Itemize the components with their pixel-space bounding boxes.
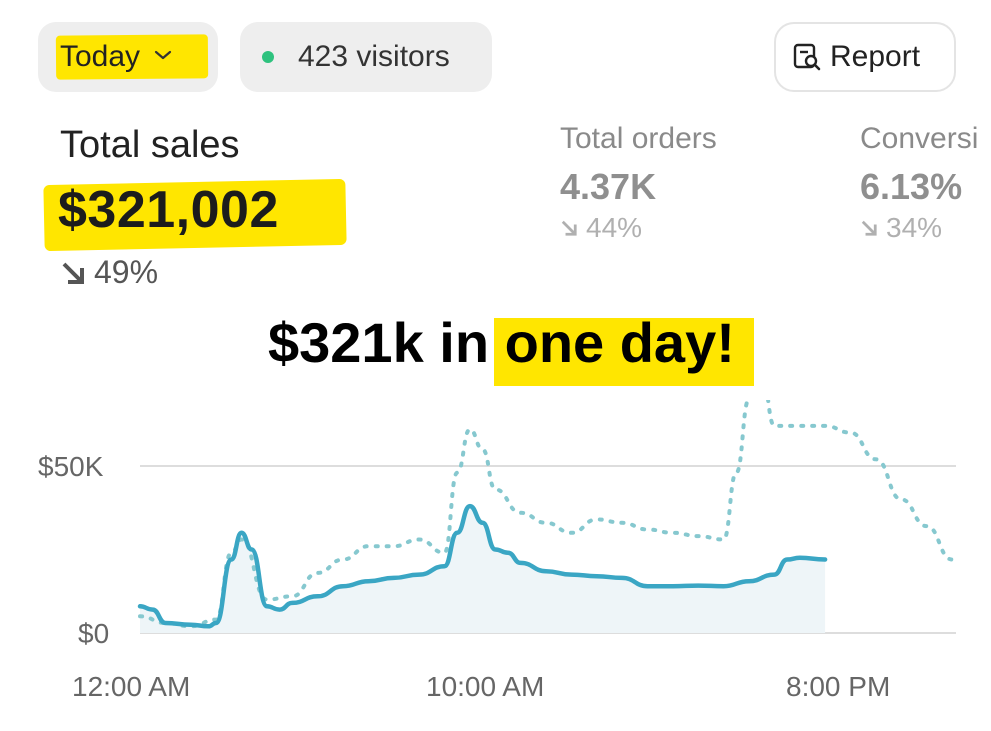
total-orders-label: Total orders [560,122,717,155]
headline-caption: $321k in one day! [268,310,735,375]
period-dropdown[interactable]: Today [38,22,218,92]
sales-series-line [137,503,828,629]
report-search-icon [793,43,821,71]
arrow-down-right-icon [861,220,877,236]
total-sales-change-value: 49% [94,254,159,290]
total-sales-value: $321,002 [58,181,279,239]
conversion-change-value: 34% [886,212,943,243]
visitors-label: 423 visitors [298,40,450,73]
sales-line-chart: $50K $0 12:00 AM 10:00 AM 8:00 PM [38,400,956,702]
chevron-down-icon [154,50,172,60]
total-orders-value: 4.37K [560,166,657,207]
live-dot-icon [262,51,274,63]
conversion-value: 6.13% [860,166,963,207]
headline-prefix: $321k in [268,311,505,374]
y-tick-label: $50K [38,451,104,482]
total-orders-change-value: 44% [586,212,643,243]
comparison-series-line [138,400,954,629]
x-tick-label: 8:00 PM [786,671,890,702]
headline-highlight: one day! [504,311,735,374]
conversion-change: 34% [860,212,942,244]
y-tick-label: $0 [78,618,109,649]
period-label: Today [60,40,141,73]
total-orders-change: 44% [560,212,642,244]
total-sales-change: 49% [60,254,158,291]
arrow-down-right-icon [62,262,84,284]
sales-area-fill [140,506,826,633]
report-label: Report [830,40,921,73]
conversion-label: Conversi [860,122,979,155]
highlight-mark [494,318,754,386]
total-sales-label: Total sales [60,124,240,166]
visitors-badge[interactable]: 423 visitors [240,22,492,92]
report-button[interactable]: Report [774,22,956,92]
x-tick-label: 12:00 AM [72,671,190,702]
arrow-down-right-icon [561,220,577,236]
x-tick-label: 10:00 AM [426,671,544,702]
